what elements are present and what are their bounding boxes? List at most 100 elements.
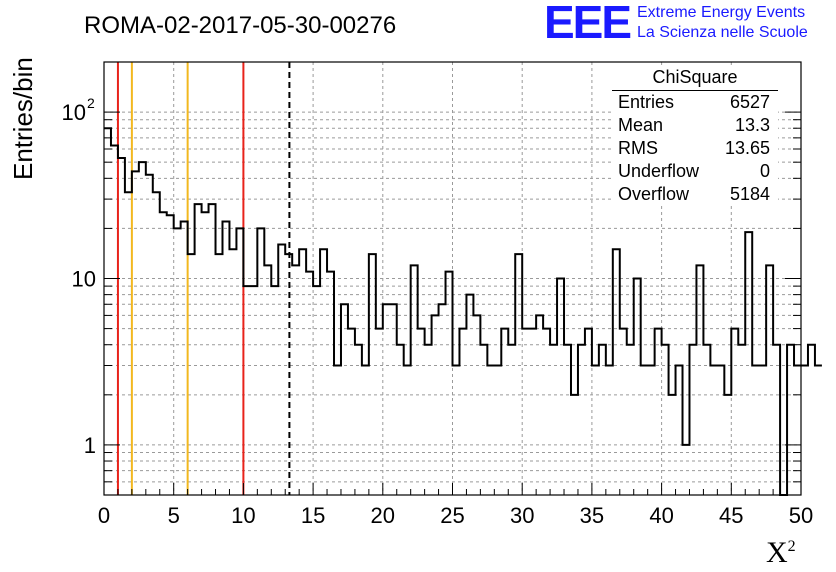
stats-row-mean: Mean 13.3 (612, 114, 778, 137)
stats-label: Overflow (618, 184, 690, 204)
stats-label: Mean (618, 115, 664, 135)
histogram-layer (104, 127, 822, 496)
stats-value: 13.3 (734, 115, 770, 135)
histogram-bin (613, 249, 620, 495)
histogram-bin (160, 212, 167, 495)
histogram-bin (390, 304, 397, 495)
histogram-bin (278, 245, 285, 495)
histogram-bin (216, 254, 223, 495)
histogram-bin (209, 204, 216, 495)
histogram-bin (501, 329, 508, 495)
histogram-bin (529, 329, 536, 495)
x-tick-label: 30 (510, 503, 534, 528)
histogram-bin (738, 345, 745, 495)
histogram-bin (327, 272, 334, 495)
histogram-bin (773, 345, 780, 495)
histogram-bin (125, 192, 132, 495)
x-axis-label: X2 (766, 536, 796, 570)
x-tick-label: 15 (301, 503, 325, 528)
histogram-bin (299, 249, 306, 495)
histogram-bin (222, 222, 229, 495)
histogram-bin (271, 286, 278, 495)
histogram-bin (508, 345, 515, 495)
histogram-bin (710, 366, 717, 495)
histogram-bin (411, 265, 418, 495)
histogram-bin (334, 366, 341, 495)
histogram-bin (669, 395, 676, 495)
eee-logo-mark: EEE (544, 0, 632, 48)
histogram-bin (432, 315, 439, 495)
histogram-bin (794, 366, 801, 495)
histogram-bin (494, 366, 501, 495)
histogram-bin (550, 345, 557, 495)
histogram-bin (146, 175, 153, 495)
histogram-bin (250, 286, 257, 495)
histogram-bin (592, 366, 599, 495)
histogram-bin (724, 395, 731, 495)
stats-row-overflow: Overflow 5184 (612, 183, 778, 206)
histogram-bin (543, 329, 550, 495)
stats-divider (612, 90, 778, 91)
histogram-bin (689, 345, 696, 495)
histogram-bin (480, 345, 487, 495)
histogram-bin (243, 286, 250, 495)
histogram-bin (787, 345, 794, 495)
x-tick-label: 50 (789, 503, 813, 528)
histogram-bin (703, 345, 710, 495)
x-tick-label: 45 (719, 503, 743, 528)
histogram-bin (104, 128, 111, 495)
histogram-bin (306, 272, 313, 495)
histogram-bin (557, 279, 564, 496)
histogram-bin (257, 228, 264, 495)
histogram-bin (188, 254, 195, 495)
histogram-bin (522, 329, 529, 495)
x-axis-label-base: X (766, 536, 788, 569)
stats-label: RMS (618, 138, 658, 158)
x-tick-label: 10 (231, 503, 255, 528)
histogram-bin (599, 345, 606, 495)
stats-box: ChiSquare Entries 6527 Mean 13.3 RMS 13.… (612, 66, 778, 206)
plot-title: ROMA-02-2017-05-30-00276 (84, 12, 397, 39)
histogram-bin (139, 162, 146, 495)
histogram-bin (418, 329, 425, 495)
y-axis-label: Entries/bin (8, 57, 38, 180)
histogram-bin (341, 304, 348, 495)
histogram-bin (459, 329, 466, 495)
histogram-bin (752, 366, 759, 495)
histogram-bin (536, 315, 543, 495)
histogram-bin (202, 212, 209, 495)
stats-title: ChiSquare (652, 67, 738, 87)
histogram-bin (376, 329, 383, 495)
stats-value: 5184 (729, 184, 770, 204)
x-tick-label: 5 (168, 503, 180, 528)
histogram-bin (676, 366, 683, 495)
histogram-bin (731, 329, 738, 495)
histogram-bin (229, 249, 236, 495)
histogram-bin (195, 204, 202, 495)
histogram-bin (648, 366, 655, 495)
histogram-bin (174, 228, 181, 495)
histogram-bin (348, 329, 355, 495)
stats-value: 0 (759, 161, 770, 181)
histogram-bin (453, 366, 460, 495)
stats-value: 13.65 (724, 138, 770, 158)
histogram-bin (578, 345, 585, 495)
x-tick-label: 35 (580, 503, 604, 528)
histogram-bin (662, 345, 669, 495)
histogram-bin (404, 366, 411, 495)
stats-value: 6527 (729, 92, 770, 112)
histogram-bin (696, 265, 703, 495)
histogram-bin (766, 265, 773, 495)
histogram-bin (285, 254, 292, 495)
histogram-bin (369, 254, 376, 495)
stats-rows: Entries 6527 Mean 13.3 RMS 13.65 Underfl… (612, 91, 778, 206)
histogram-bin (181, 222, 188, 495)
histogram-bin (564, 345, 571, 495)
histogram-bin (355, 345, 362, 495)
stats-label: Entries (618, 92, 675, 112)
histogram-bin (759, 366, 766, 495)
histogram-bin (236, 228, 243, 495)
histogram-bin (111, 145, 118, 495)
